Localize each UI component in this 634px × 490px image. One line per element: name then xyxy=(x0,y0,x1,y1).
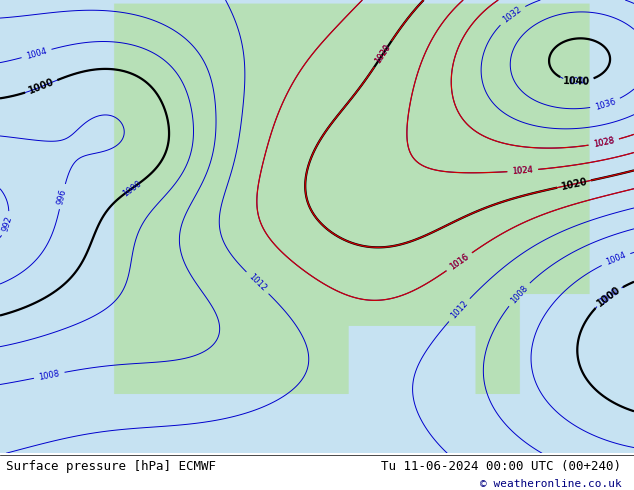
Text: 1020: 1020 xyxy=(373,43,392,65)
Text: 1016: 1016 xyxy=(448,252,470,271)
Text: 1000: 1000 xyxy=(27,77,56,96)
Text: 1040: 1040 xyxy=(568,76,589,86)
Text: 1028: 1028 xyxy=(593,136,615,149)
Text: 1012: 1012 xyxy=(247,272,268,294)
Text: 1028: 1028 xyxy=(593,136,615,149)
Text: 1024: 1024 xyxy=(512,166,534,176)
Text: 992: 992 xyxy=(1,215,14,233)
Text: 1040: 1040 xyxy=(563,76,590,87)
Text: 1008: 1008 xyxy=(38,369,60,382)
Text: 1000: 1000 xyxy=(597,287,619,306)
Text: 1012: 1012 xyxy=(449,299,470,321)
Text: 1000: 1000 xyxy=(595,284,622,309)
Text: 1004: 1004 xyxy=(604,251,627,267)
Text: 1020: 1020 xyxy=(560,176,588,192)
Text: 1008: 1008 xyxy=(508,283,529,305)
Text: Tu 11-06-2024 00:00 UTC (00+240): Tu 11-06-2024 00:00 UTC (00+240) xyxy=(381,460,621,473)
Text: 1032: 1032 xyxy=(501,5,523,24)
Text: © weatheronline.co.uk: © weatheronline.co.uk xyxy=(479,480,621,490)
Text: 1016: 1016 xyxy=(448,252,470,271)
Text: 1036: 1036 xyxy=(594,97,617,111)
Text: Surface pressure [hPa] ECMWF: Surface pressure [hPa] ECMWF xyxy=(6,460,216,473)
Text: 1024: 1024 xyxy=(512,166,534,176)
Text: 1000: 1000 xyxy=(120,179,143,198)
Text: 996: 996 xyxy=(56,188,68,205)
Text: 1020: 1020 xyxy=(373,43,392,65)
Text: 1004: 1004 xyxy=(25,47,48,61)
